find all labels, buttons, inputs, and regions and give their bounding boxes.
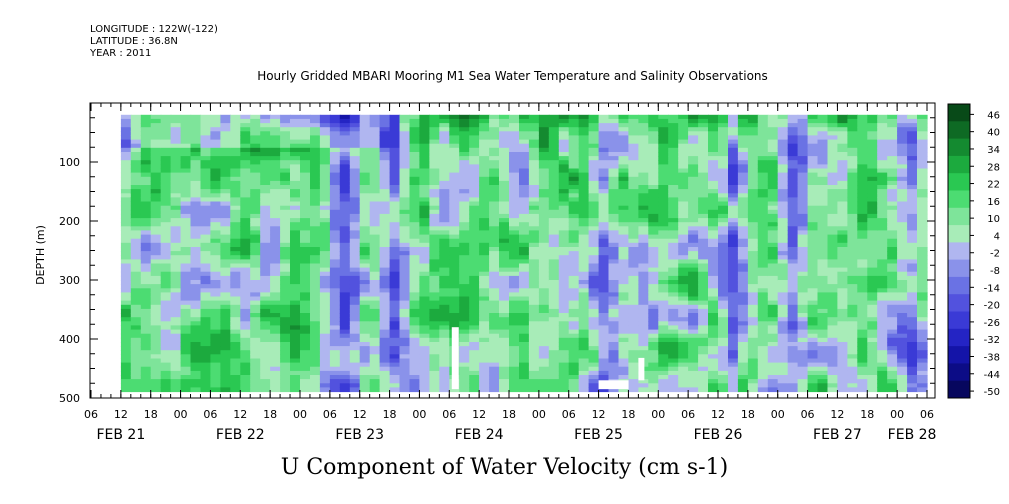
x-tick-label: 12 bbox=[353, 408, 367, 421]
x-tick-label: 12 bbox=[711, 408, 725, 421]
x-tick-label: 00 bbox=[771, 408, 785, 421]
colorbar-label: 28 bbox=[987, 162, 1000, 173]
year-text: YEAR : 2011 bbox=[90, 48, 152, 59]
colorbar-label: -8 bbox=[990, 266, 1000, 277]
colorbar-swatch bbox=[948, 328, 970, 347]
missing-data-gap bbox=[598, 380, 629, 390]
colorbar-label: 34 bbox=[987, 145, 1000, 156]
x-tick-label: 12 bbox=[830, 408, 844, 421]
metadata-block: LONGITUDE : 122W(-122) LATITUDE : 36.8N … bbox=[90, 24, 218, 60]
x-tick-label: 06 bbox=[562, 408, 576, 421]
colorbar-swatch bbox=[948, 207, 970, 226]
colorbar-swatch bbox=[948, 104, 970, 122]
colorbar-swatch bbox=[948, 363, 970, 382]
x-day-label: FEB 21 bbox=[96, 427, 145, 443]
x-day-label: FEB 26 bbox=[694, 427, 743, 443]
colorbar-swatch bbox=[948, 259, 970, 278]
colorbar-label: -2 bbox=[990, 249, 1000, 260]
colorbar-label: -14 bbox=[984, 283, 1000, 294]
x-tick-label: 06 bbox=[203, 408, 217, 421]
x-day-label: FEB 28 bbox=[888, 427, 937, 443]
colorbar-swatch bbox=[948, 380, 970, 399]
x-tick-label: 06 bbox=[323, 408, 337, 421]
y-tick-label: 300 bbox=[59, 274, 80, 287]
colorbar-swatch bbox=[948, 173, 970, 191]
x-tick-label: 00 bbox=[412, 408, 426, 421]
missing-data-gap bbox=[451, 327, 459, 390]
y-tick-label: 200 bbox=[59, 215, 80, 228]
x-tick-label: 00 bbox=[293, 408, 307, 421]
colorbar-label: -20 bbox=[984, 301, 1000, 312]
latitude-text: LATITUDE : 36.8N bbox=[90, 36, 178, 47]
x-tick-label: 00 bbox=[651, 408, 665, 421]
y-axis-label: DEPTH (m) bbox=[34, 225, 47, 285]
x-tick-label: 00 bbox=[174, 408, 188, 421]
colorbar-swatch bbox=[948, 311, 970, 330]
x-day-label: FEB 25 bbox=[574, 427, 623, 443]
colorbar-swatch bbox=[948, 225, 970, 243]
y-axis: 100 200 300 400 500 bbox=[59, 102, 935, 405]
chart-title: Hourly Gridded MBARI Mooring M1 Sea Wate… bbox=[257, 69, 768, 83]
missing-data-gap bbox=[638, 357, 645, 381]
colorbar-label: -50 bbox=[984, 387, 1000, 398]
x-tick-label: 18 bbox=[383, 408, 397, 421]
longitude-text: LONGITUDE : 122W(-122) bbox=[90, 24, 218, 35]
colorbar-label: -32 bbox=[984, 335, 1000, 346]
colorbar-swatch bbox=[948, 294, 970, 312]
colorbar-label: 40 bbox=[987, 128, 1000, 139]
colorbar-swatch bbox=[948, 138, 970, 157]
x-tick-label: 18 bbox=[263, 408, 277, 421]
x-tick-label: 18 bbox=[502, 408, 516, 421]
x-tick-label: 06 bbox=[920, 408, 934, 421]
x-tick-label: 00 bbox=[532, 408, 546, 421]
colorbar-label: 16 bbox=[987, 197, 1000, 208]
colorbar-swatch bbox=[948, 346, 970, 364]
x-tick-label: 06 bbox=[801, 408, 815, 421]
x-tick-label: 18 bbox=[621, 408, 635, 421]
colorbar-swatch bbox=[948, 276, 970, 295]
x-day-label: FEB 23 bbox=[335, 427, 384, 443]
x-tick-label: 12 bbox=[472, 408, 486, 421]
x-day-label: FEB 22 bbox=[216, 427, 265, 443]
y-tick-label: 100 bbox=[59, 156, 80, 169]
colorbar-label: 10 bbox=[987, 214, 1000, 225]
x-tick-label: 12 bbox=[233, 408, 247, 421]
colorbar: 46 40 34 28 22 16 10 4 -2 -8 -14 -20 -26 -32 -38 -44 -50 bbox=[947, 103, 1000, 399]
x-tick-label: 00 bbox=[890, 408, 904, 421]
x-tick-label: 18 bbox=[860, 408, 874, 421]
x-tick-label: 12 bbox=[114, 408, 128, 421]
y-tick-label: 400 bbox=[59, 333, 80, 346]
x-tick-label: 06 bbox=[681, 408, 695, 421]
x-day-label: FEB 27 bbox=[813, 427, 862, 443]
y-tick-label: 500 bbox=[59, 392, 80, 405]
colorbar-swatch bbox=[948, 155, 970, 174]
colorbar-label: -44 bbox=[984, 370, 1000, 381]
colorbar-frame bbox=[947, 103, 971, 399]
x-tick-label: 06 bbox=[84, 408, 98, 421]
x-tick-label: 18 bbox=[741, 408, 755, 421]
x-day-label: FEB 24 bbox=[455, 427, 504, 443]
colorbar-label: 22 bbox=[987, 180, 1000, 191]
x-tick-label: 12 bbox=[592, 408, 606, 421]
colorbar-swatch bbox=[948, 190, 970, 209]
chart-subtitle: U Component of Water Velocity (cm s-1) bbox=[280, 455, 729, 480]
colorbar-label: 4 bbox=[994, 231, 1000, 242]
colorbar-label: -26 bbox=[984, 318, 1000, 329]
colorbar-swatch bbox=[948, 121, 970, 140]
colorbar-swatch bbox=[948, 242, 970, 261]
x-axis: 06 12 18 00 06 12 18 00 06 12 18 00 06 12 18 00 06 12 18 00… bbox=[84, 103, 936, 443]
colorbar-label: 46 bbox=[987, 110, 1000, 121]
heatmap-field bbox=[120, 114, 928, 393]
colorbar-label: -38 bbox=[984, 352, 1000, 363]
x-tick-label: 06 bbox=[442, 408, 456, 421]
x-tick-label: 18 bbox=[144, 408, 158, 421]
